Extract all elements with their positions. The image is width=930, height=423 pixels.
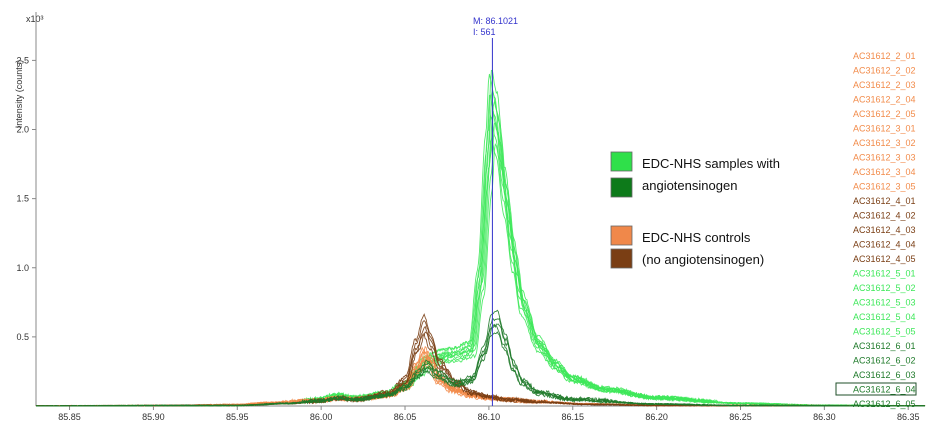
series-trace: [35, 357, 926, 407]
y-tick-label: 2.0: [16, 125, 29, 135]
legend-group-label: EDC-NHS controls: [642, 230, 751, 245]
legend-file-item[interactable]: AC31612_5_02: [853, 283, 916, 293]
legend-group-label: (no angiotensinogen): [642, 252, 764, 267]
legend-file-item[interactable]: AC31612_3_04: [853, 167, 916, 177]
y-axis-exponent: x10³: [26, 14, 44, 24]
legend-file-item[interactable]: AC31612_6_05: [853, 399, 916, 409]
x-tick-label: 86.30: [813, 412, 836, 422]
legend-file-item[interactable]: AC31612_5_03: [853, 298, 916, 308]
x-tick-label: 86.20: [645, 412, 668, 422]
legend-file-item[interactable]: AC31612_2_05: [853, 109, 916, 119]
y-tick-label: 0.5: [16, 332, 29, 342]
legend-file-item[interactable]: AC31612_3_05: [853, 182, 916, 192]
legend-file-item[interactable]: AC31612_4_05: [853, 254, 916, 264]
legend-file-item[interactable]: AC31612_2_01: [853, 51, 916, 61]
legend-file-item[interactable]: AC31612_2_03: [853, 80, 916, 90]
series-trace: [35, 323, 926, 407]
series-trace: [35, 358, 925, 407]
series-trace: [35, 313, 926, 407]
legend-swatch: [610, 248, 633, 269]
legend-file-item[interactable]: AC31612_2_04: [853, 95, 916, 105]
series-trace: [35, 356, 926, 407]
y-tick-label: 1.5: [16, 194, 29, 204]
x-tick-label: 86.10: [478, 412, 501, 422]
x-tick-label: 85.85: [58, 412, 81, 422]
x-tick-label: 86.05: [394, 412, 417, 422]
legend-swatch: [610, 225, 633, 246]
mass-marker[interactable]: M: 86.1021 I: 561: [473, 16, 518, 406]
x-tick-label: 86.00: [310, 412, 333, 422]
y-axis-label: Intensity (counts): [14, 60, 24, 129]
file-legend: AC31612_2_01 AC31612_2_02 AC31612_2_03 AC31…: [835, 51, 917, 409]
legend-file-item[interactable]: AC31612_3_01: [853, 124, 916, 134]
legend-file-item[interactable]: AC31612_5_04: [853, 312, 916, 322]
series-layer: [35, 69, 926, 407]
series-trace: [35, 94, 926, 407]
group-legend: EDC-NHS samples with angiotensinogen EDC-N…: [610, 151, 780, 269]
legend-file-item[interactable]: AC31612_6_03: [853, 370, 916, 380]
axes: 85.85 85.90 85.95 86.00 86.05 86.10 86.15 86.20…: [16, 12, 925, 422]
legend-file-item[interactable]: AC31612_6_02: [853, 356, 916, 366]
legend-swatch: [610, 151, 633, 172]
y-tick-label: 2.5: [16, 55, 29, 65]
x-tick-label: 85.95: [226, 412, 249, 422]
legend-file-item[interactable]: AC31612_5_05: [853, 327, 916, 337]
x-tick-label: 86.15: [561, 412, 584, 422]
marker-mass-label: M: 86.1021: [473, 16, 518, 26]
legend-file-item[interactable]: AC31612_2_02: [853, 66, 916, 76]
legend-file-item[interactable]: AC31612_4_01: [853, 196, 916, 206]
legend-file-item[interactable]: AC31612_3_03: [853, 153, 916, 163]
legend-file-item[interactable]: AC31612_4_02: [853, 211, 916, 221]
legend-file-item[interactable]: AC31612_5_01: [853, 269, 916, 279]
marker-intensity-label: I: 561: [473, 27, 496, 37]
legend-file-item[interactable]: AC31612_4_04: [853, 240, 916, 250]
series-trace: [35, 359, 926, 407]
y-tick-label: 1.0: [16, 263, 29, 273]
x-tick-label: 86.35: [897, 412, 920, 422]
legend-swatch: [610, 177, 633, 198]
legend-file-item[interactable]: AC31612_4_03: [853, 225, 916, 235]
series-trace: [35, 356, 925, 407]
legend-file-item[interactable]: AC31612_6_01: [853, 341, 916, 351]
legend-file-item[interactable]: AC31612_6_04: [853, 385, 916, 395]
legend-file-item[interactable]: AC31612_3_02: [853, 138, 916, 148]
x-tick-label: 85.90: [142, 412, 165, 422]
legend-group-label: angiotensinogen: [642, 178, 737, 193]
x-tick-label: 86.25: [729, 412, 752, 422]
legend-selection-box: [835, 382, 917, 396]
series-trace: [35, 309, 926, 407]
legend-group-label: EDC-NHS samples with: [642, 156, 780, 171]
